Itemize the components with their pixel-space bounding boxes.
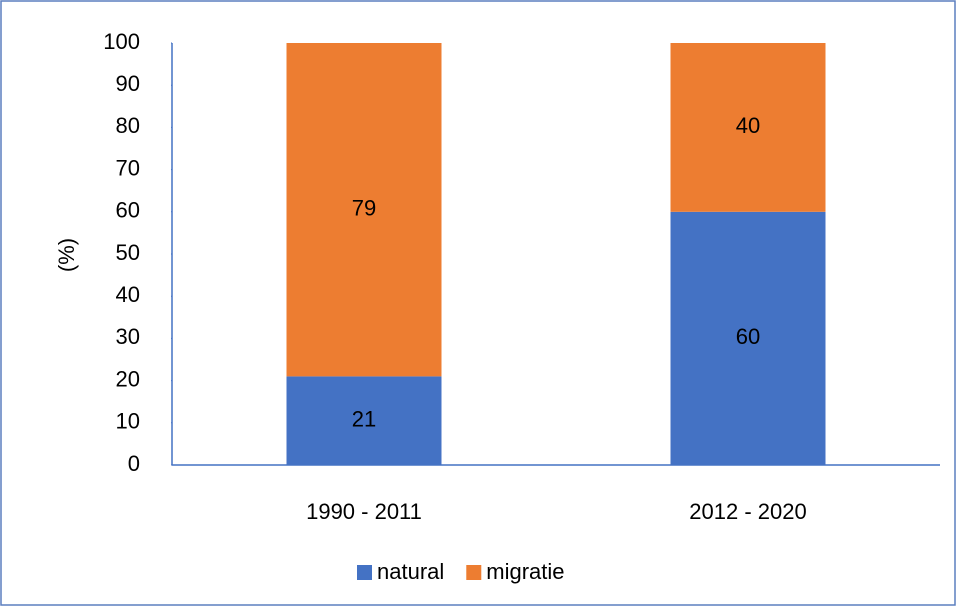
y-axis-label: (%) — [54, 238, 79, 272]
data-label: 21 — [352, 407, 376, 432]
data-label: 60 — [736, 324, 760, 349]
legend-swatch — [466, 565, 482, 580]
data-label: 40 — [736, 113, 760, 138]
y-tick-label: 90 — [116, 71, 140, 96]
data-label: 79 — [352, 196, 376, 221]
y-tick-label: 20 — [116, 366, 140, 391]
y-tick-label: 100 — [103, 29, 140, 54]
y-tick-label: 50 — [116, 240, 140, 265]
legend-label: migratie — [486, 559, 564, 584]
bar-segment — [286, 43, 442, 377]
x-tick-label: 1990 - 2011 — [306, 499, 422, 524]
y-tick-label: 0 — [128, 451, 140, 476]
x-tick-label: 2012 - 2020 — [689, 499, 806, 524]
y-tick-label: 30 — [116, 324, 140, 349]
y-tick-label: 80 — [116, 113, 140, 138]
y-tick-label: 60 — [116, 198, 140, 223]
bar-segment — [670, 43, 826, 212]
legend-label: natural — [377, 559, 444, 584]
y-tick-label: 10 — [116, 409, 140, 434]
bar-segment — [286, 376, 442, 465]
y-tick-label: 70 — [116, 155, 140, 180]
bar-segment — [670, 211, 826, 465]
legend-swatch — [357, 565, 372, 580]
y-tick-label: 40 — [116, 282, 140, 307]
